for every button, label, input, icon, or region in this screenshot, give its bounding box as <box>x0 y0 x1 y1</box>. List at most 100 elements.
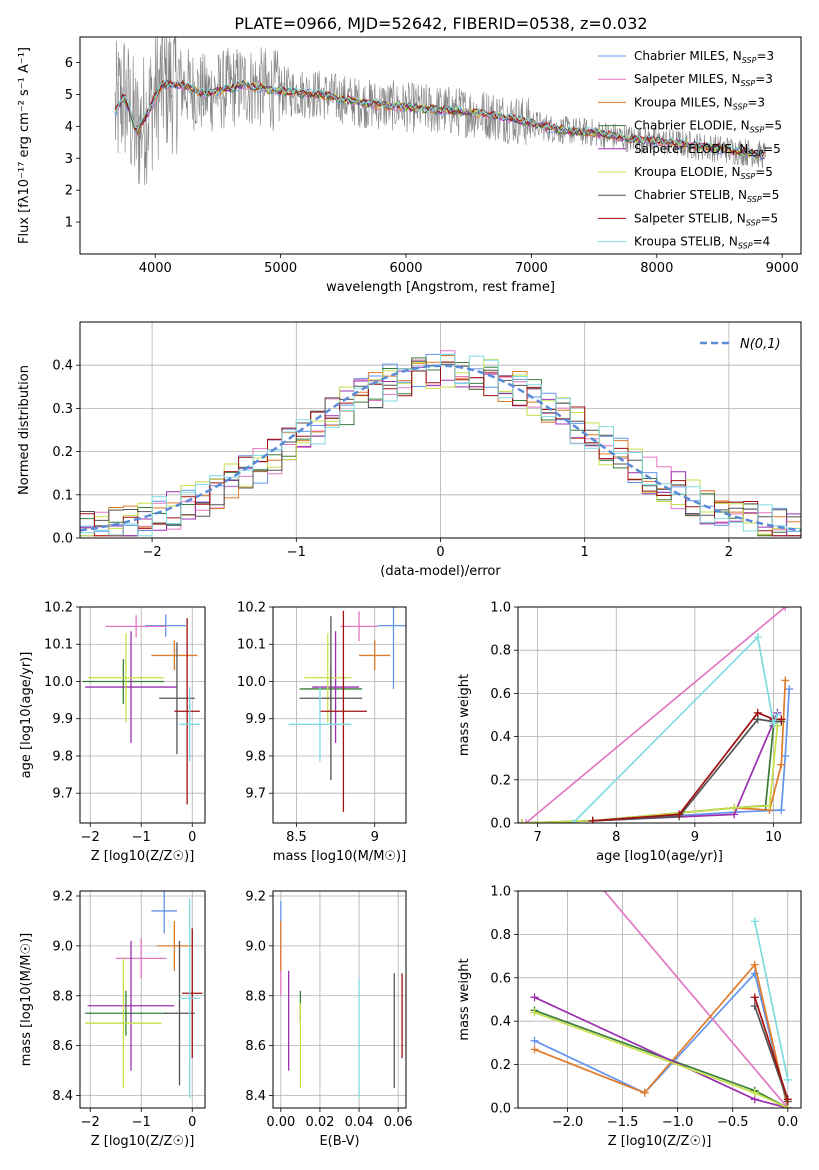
y-tick-label: 0.0 <box>490 1102 511 1117</box>
x-axis-label: E(B-V) <box>319 1134 359 1149</box>
x-tick-label: 7 <box>534 830 542 845</box>
weight-marker <box>588 816 597 823</box>
x-tick-label: −1 <box>132 1115 151 1130</box>
weight-series-8 <box>753 997 789 1100</box>
y-tick-label: 9.9 <box>52 712 73 727</box>
x-tick-label: −2 <box>143 545 162 560</box>
y-tick-label: 10.1 <box>237 638 266 653</box>
weight-marker <box>753 633 762 642</box>
weight-marker <box>765 801 774 810</box>
weight-series-6 <box>534 1011 789 1108</box>
x-tick-label: 8000 <box>640 261 673 276</box>
residual-legend: N(0,1) <box>700 337 781 352</box>
weight-marker <box>753 708 762 717</box>
weight-series-7 <box>753 1005 789 1102</box>
x-tick-label: 7000 <box>515 261 548 276</box>
errorbar-point-2 <box>340 611 378 642</box>
weight-series-6 <box>521 725 779 823</box>
y-axis-label: mass weight <box>457 958 472 1040</box>
axes-frame <box>272 606 407 824</box>
axes-frame <box>517 606 802 824</box>
errorbar-point-1 <box>145 614 187 637</box>
x-tick-label: 6000 <box>389 261 422 276</box>
weight-marker <box>777 715 786 724</box>
y-tick-label: 10.0 <box>44 675 73 690</box>
panel-spectrum: 4000 5000 6000 7000 8000 9000 1 2 3 4 5 6 wavelength… <box>17 36 802 295</box>
figure-title: PLATE=0966, MJD=52642, FIBERID=0538, z=0… <box>234 14 647 33</box>
y-tick-label: 9.7 <box>52 787 73 802</box>
weight-series-9 <box>753 921 789 1080</box>
x-tick-label: 0.02 <box>305 1115 334 1130</box>
model-spectrum-8 <box>114 79 765 157</box>
weight-marker <box>783 1075 792 1084</box>
y-tick-label: 9.7 <box>245 787 266 802</box>
x-tick-label: −2 <box>81 830 100 845</box>
y-tick-label: 0.8 <box>490 644 511 659</box>
errorbar-point-5 <box>312 631 360 743</box>
x-tick-label: 8 <box>612 830 620 845</box>
weight-marker <box>783 1095 792 1104</box>
axes-frame <box>517 890 802 1109</box>
plots-container: 4000 5000 6000 7000 8000 9000123456wavelength… <box>17 36 802 1149</box>
y-tick-label: 8.4 <box>245 1089 266 1104</box>
weight-marker <box>730 803 739 812</box>
y-tick-label: 10.2 <box>44 601 73 616</box>
y-tick-label: 6 <box>65 56 73 71</box>
plot-area-spectrum <box>114 37 766 186</box>
y-axis-label: Flux [fλ10⁻¹⁷ erg cm⁻² s⁻¹ A⁻¹] <box>17 47 32 244</box>
legend-label: Kroupa ELODIE, NSSP=5 <box>634 165 773 181</box>
plot-area-mass-weight-vs-Z <box>530 891 792 1108</box>
y-axis-label: age [log10(age/yr)] <box>19 652 34 779</box>
weight-marker <box>777 760 786 769</box>
y-tick-label: 8.6 <box>52 1039 73 1054</box>
weight-marker <box>750 917 759 926</box>
legend-label: Salpeter MILES, NSSP=3 <box>634 72 773 88</box>
weight-marker <box>640 1088 649 1097</box>
y-tick-label: 9.9 <box>245 712 266 727</box>
y-tick-label: 0.2 <box>52 445 73 460</box>
weight-series-1 <box>534 971 789 1108</box>
panel-mass-vs-Z: −2 −1 0 8.4 8.6 8.8 9.0 9.2 Z [log10(Z/Z☉)] mass … <box>19 889 206 1149</box>
legend-label: Chabrier STELIB, NSSP=5 <box>634 188 779 204</box>
y-tick-label: 1 <box>65 216 73 231</box>
y-tick-label: 0.4 <box>490 1015 511 1030</box>
errorbar-point-9 <box>288 687 352 762</box>
plot-area-age-vs-mass <box>288 607 406 812</box>
y-tick-label: 0.6 <box>490 687 511 702</box>
x-tick-label: 9000 <box>766 261 799 276</box>
errorbar-point-1 <box>377 607 406 689</box>
y-axis-label: mass [log10(M/M☉)] <box>19 933 34 1066</box>
y-tick-label: 3 <box>65 152 73 167</box>
weight-marker <box>518 819 526 823</box>
y-tick-label: 9.2 <box>245 889 266 904</box>
weight-marker <box>785 685 794 694</box>
x-tick-label: 0 <box>188 830 196 845</box>
errorbar-point-7 <box>159 642 195 755</box>
x-tick-label: −1 <box>132 830 151 845</box>
errorbar-point-4 <box>85 990 167 1036</box>
x-tick-label: 4000 <box>139 261 172 276</box>
y-tick-label: 0.0 <box>52 532 73 547</box>
x-tick-label: 9 <box>691 830 699 845</box>
y-tick-label: 10.2 <box>237 601 266 616</box>
weight-marker <box>530 1008 539 1017</box>
y-tick-label: 0.4 <box>52 359 73 374</box>
weight-marker <box>530 993 539 1002</box>
residual-histogram-8 <box>80 361 801 537</box>
x-axis-label: Z [log10(Z/Z☉)] <box>608 1134 712 1149</box>
x-tick-label: 0.06 <box>384 1115 413 1130</box>
y-tick-label: 8.4 <box>52 1089 73 1104</box>
panel-age-vs-mass: 8.5 9 9.7 9.8 9.9 10.0 10.1 10.2 mass [log10(M/M… <box>237 601 407 864</box>
x-tick-label: −1 <box>287 545 306 560</box>
panel-residuals: −2 −1 0 1 2 0.0 0.1 0.2 0.3 0.4 (data-model)/error… <box>17 321 802 579</box>
errorbar-point-6 <box>87 633 165 723</box>
x-tick-label: 0 <box>436 545 444 560</box>
weight-series-5 <box>521 712 779 823</box>
weight-series-3 <box>592 680 787 822</box>
x-axis-label: Z [log10(Z/Z☉)] <box>91 849 195 864</box>
weight-marker <box>569 819 578 823</box>
x-tick-label: 0.00 <box>266 1115 295 1130</box>
y-tick-label: 9.8 <box>52 749 73 764</box>
y-tick-label: 0.0 <box>490 817 511 832</box>
axes-frame <box>272 890 407 1109</box>
